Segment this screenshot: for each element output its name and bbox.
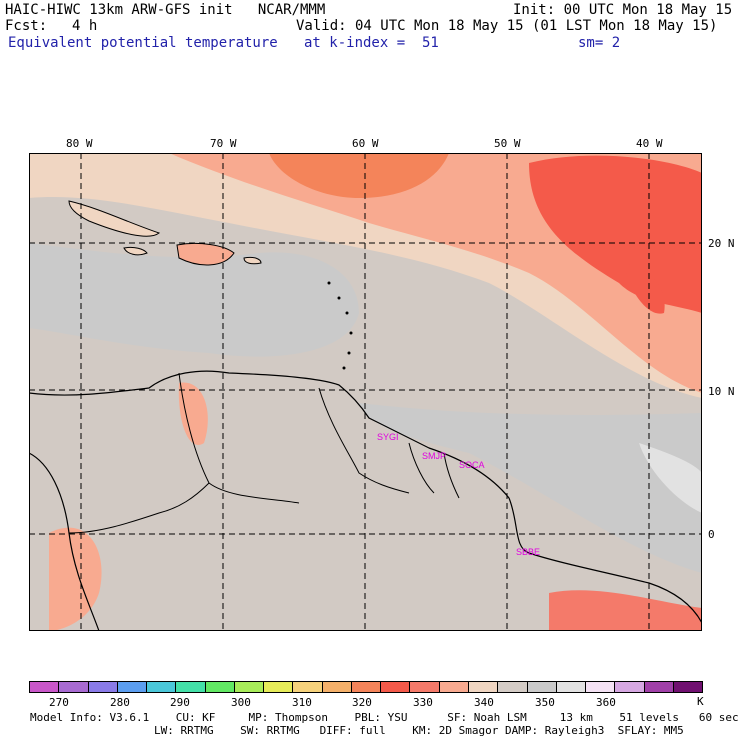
- station-label-sygi: SYGI: [377, 432, 399, 442]
- lon-label-40w: 40 W: [636, 137, 663, 150]
- colorbar-swatch: [351, 682, 382, 692]
- lat-lon-grid: [29, 153, 702, 631]
- colorbar-swatch: [586, 682, 616, 692]
- lon-label-50w: 50 W: [494, 137, 521, 150]
- colorbar-swatch: [59, 682, 89, 692]
- colorbar-swatch: [147, 682, 177, 692]
- colorbar-swatch: [615, 682, 645, 692]
- station-label-soca: SOCA: [459, 460, 485, 470]
- andes-warm-patch: [49, 527, 102, 631]
- colorbar-swatch: [410, 682, 440, 692]
- header-init-time: Init: 00 UTC Mon 18 May 15: [513, 2, 733, 18]
- colorbar-swatch: [673, 682, 703, 692]
- hispaniola-outline: [176, 242, 235, 266]
- cuba-outline: [68, 200, 161, 237]
- lon-label-60w: 60 W: [352, 137, 379, 150]
- colorbar-swatch: [293, 682, 323, 692]
- colorbar: [29, 681, 703, 693]
- cool-zone-caribbean: [29, 243, 359, 357]
- colorbar-swatch: [264, 682, 294, 692]
- cbar-label-280: 280: [110, 696, 130, 709]
- lesser-antilles: [327, 281, 353, 370]
- map-frame: [29, 153, 702, 631]
- footer-physics-info: LW: RRTMG SW: RRTMG DIFF: full KM: 2D Sm…: [154, 724, 684, 737]
- lat-label-20n: 20 N: [708, 237, 735, 250]
- brazil-warm-patch: [549, 590, 702, 631]
- station-label-sbbe: SBBE: [516, 547, 540, 557]
- colorbar-swatch: [205, 682, 235, 692]
- lon-label-80w: 80 W: [66, 137, 93, 150]
- colorbar-swatch: [556, 682, 587, 692]
- smoothing-info: sm= 2: [578, 35, 621, 51]
- level-info: at k-index = 51: [304, 35, 439, 51]
- colorbar-swatch: [30, 682, 60, 692]
- cbar-label-270: 270: [49, 696, 69, 709]
- cool-zone-atlantic: [359, 403, 702, 573]
- colorbar-swatch: [527, 682, 557, 692]
- station-label-smjp: SMJP: [422, 451, 446, 461]
- colombia-warm-patch: [178, 382, 208, 445]
- lat-label-equator: 0: [708, 528, 715, 541]
- country-borders: [68, 372, 460, 534]
- colorbar-swatch: [439, 682, 469, 692]
- header-model-title: HAIC-HIWC 13km ARW-GFS init NCAR/MMM: [5, 2, 326, 18]
- colorbar-swatch: [498, 682, 528, 692]
- colorbar-swatch: [234, 682, 265, 692]
- colorbar-swatch: [88, 682, 118, 692]
- colorbar-swatch: [381, 682, 411, 692]
- cbar-label-300: 300: [231, 696, 251, 709]
- cbar-label-340: 340: [474, 696, 494, 709]
- jamaica-outline: [123, 246, 148, 256]
- hot-spot-east: [624, 263, 665, 314]
- cbar-label-310: 310: [292, 696, 312, 709]
- cbar-label-350: 350: [535, 696, 555, 709]
- colorbar-swatch: [468, 682, 499, 692]
- colorbar-swatch: [176, 682, 206, 692]
- colorbar-swatch: [117, 682, 148, 692]
- lon-label-70w: 70 W: [210, 137, 237, 150]
- very-cool-patch: [639, 443, 702, 513]
- header-fcst-label: Fcst:: [5, 18, 48, 34]
- cbar-label-290: 290: [170, 696, 190, 709]
- cbar-label-330: 330: [413, 696, 433, 709]
- puerto-rico-outline: [243, 256, 262, 265]
- header-valid-time: Valid: 04 UTC Mon 18 May 15 (01 LST Mon …: [296, 18, 718, 34]
- footer-model-info: Model Info: V3.6.1 CU: KF MP: Thompson P…: [30, 711, 739, 724]
- cbar-unit: K: [697, 695, 704, 708]
- hot-core-east: [529, 155, 702, 313]
- lat-label-10n: 10 N: [708, 385, 735, 398]
- cbar-label-360: 360: [596, 696, 616, 709]
- hot-core-north: [269, 153, 449, 198]
- header-fcst-value: 4 h: [72, 18, 98, 34]
- field-name: Equivalent potential temperature: [8, 35, 278, 51]
- cbar-label-320: 320: [352, 696, 372, 709]
- theta-e-map: SYGI SMJP SOCA SBBE: [29, 153, 702, 631]
- colorbar-swatch: [322, 682, 352, 692]
- colorbar-swatch: [644, 682, 674, 692]
